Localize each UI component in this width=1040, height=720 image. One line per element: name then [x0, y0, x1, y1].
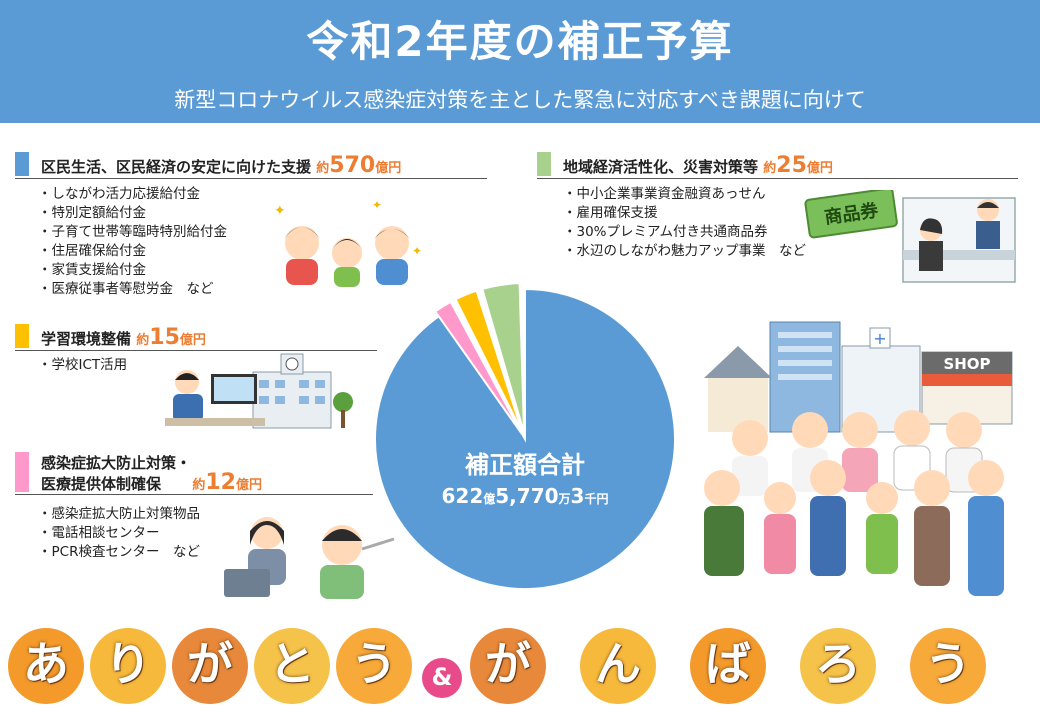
list-item: 医療従事者等慰労金 など	[38, 280, 227, 299]
pie-center-label: 補正額合計 622億5,770万3千円	[361, 445, 689, 508]
list-item: 住居確保給付金	[38, 242, 227, 261]
banner-letter: あ	[8, 628, 84, 704]
section-economy-marker	[537, 152, 551, 176]
town-people-illustration: + SHOP	[704, 321, 1013, 596]
section-economy-header: 地域経済活性化、災害対策等 約25億円	[537, 150, 1018, 179]
call-center-pcr-illustration	[224, 517, 395, 599]
header-banner: 令和2年度の補正予算 新型コロナウイルス感染症対策を主とした緊急に対応すべき課題…	[0, 0, 1040, 123]
section-livelihood-header: 区民生活、区民経済の安定に向けた支援 約570億円	[15, 150, 487, 179]
list-item: 子育て世帯等臨時特別給付金	[38, 223, 228, 242]
section-health-list: 感染症拡大防止対策物品 電話相談センター PCR検査センター など	[38, 505, 201, 562]
shop-sign: SHOP	[943, 355, 990, 373]
voucher-counter-illustration: 商品券	[804, 190, 1016, 283]
banner-letter: り	[90, 628, 166, 704]
banner-ampersand: &	[422, 658, 462, 698]
section-education-title: 学習環境整備 約15億円	[41, 325, 206, 350]
section-health-title: 感染症拡大防止対策・ 医療提供体制確保 約12億円	[41, 454, 263, 495]
list-item: 水辺のしながわ魅力アップ事業 など	[563, 242, 807, 261]
budget-pie-chart	[374, 282, 676, 590]
banner-letter: と	[254, 628, 330, 704]
section-livelihood-marker	[15, 152, 29, 176]
svg-text:✦: ✦	[372, 198, 382, 212]
list-item: 感染症拡大防止対策物品	[38, 505, 201, 524]
list-item: しながわ活力応援給付金	[38, 185, 227, 204]
pie-slice-education	[454, 289, 524, 434]
list-item: 学校ICT活用	[38, 356, 128, 375]
banner-letter: ろ	[800, 628, 876, 704]
banner-letter: う	[336, 628, 412, 704]
section-health-header: 感染症拡大防止対策・ 医療提供体制確保 約12億円	[15, 450, 373, 495]
list-item: 家賃支援給付金	[38, 261, 227, 280]
pie-center-title: 補正額合計	[465, 451, 585, 479]
list-item: 30%プレミアム付き共通商品券	[563, 223, 806, 242]
svg-text:✦: ✦	[274, 203, 286, 219]
section-health-marker	[15, 452, 29, 492]
banner-letter: う	[910, 628, 986, 704]
pie-slice-economy	[481, 282, 526, 434]
pie-slice-livelihood	[374, 287, 676, 590]
section-education-header: 学習環境整備 約15億円	[15, 322, 377, 351]
banner-letter: が	[470, 628, 546, 704]
section-economy-title: 地域経済活性化、災害対策等 約25億円	[563, 153, 833, 178]
list-item: 雇用確保支援	[563, 204, 806, 223]
list-item: PCR検査センター など	[38, 543, 200, 562]
section-livelihood-list: しながわ活力応援給付金 特別定額給付金 子育て世帯等臨時特別給付金 住居確保給付…	[38, 185, 228, 299]
banner-letter: ん	[580, 628, 656, 704]
family-illustration: ✦ ✦ ✦	[274, 198, 422, 287]
section-economy-list: 中小企業事業資金融資あっせん 雇用確保支援 30%プレミアム付き共通商品券 水辺…	[563, 185, 807, 261]
list-item: 電話相談センター	[38, 524, 200, 543]
school-ict-illustration	[165, 353, 353, 429]
banner-letter: ば	[690, 628, 766, 704]
list-item: 中小企業事業資金融資あっせん	[563, 185, 806, 204]
page-subtitle: 新型コロナウイルス感染症対策を主とした緊急に対応すべき課題に向けて	[174, 88, 866, 112]
thanks-banner: あ り が と う & が ん ば ろ う	[0, 618, 1040, 718]
list-item: 特別定額給付金	[38, 204, 227, 223]
svg-text:✦: ✦	[412, 244, 422, 258]
banner-letter: が	[172, 628, 248, 704]
pie-slice-health	[433, 300, 523, 435]
section-education-list: 学校ICT活用	[38, 356, 128, 375]
page-title: 令和2年度の補正予算	[306, 17, 734, 66]
section-education-marker	[15, 324, 29, 348]
section-livelihood-title: 区民生活、区民経済の安定に向けた支援 約570億円	[41, 153, 402, 178]
svg-text:+: +	[873, 329, 886, 348]
pie-total-amount: 622億5,770万3千円	[441, 484, 609, 508]
